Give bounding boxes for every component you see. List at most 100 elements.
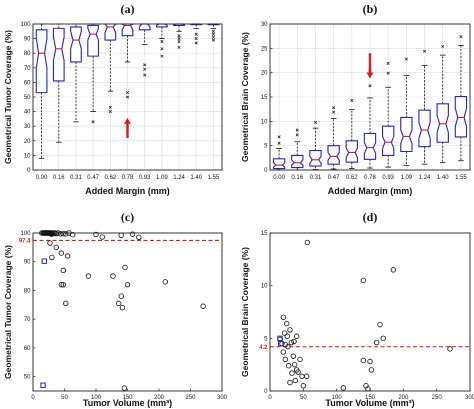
notched-box — [120, 23, 135, 37]
y-tick-label: 10 — [261, 284, 268, 290]
x-tick-label: 1.40 — [437, 175, 449, 181]
scatter-point — [64, 253, 71, 259]
scatter-point — [300, 383, 307, 389]
scatter-point — [283, 320, 290, 327]
scatter-point — [290, 353, 297, 359]
outlier-marker — [125, 91, 130, 95]
scatter-point — [367, 358, 373, 365]
scatter-point — [295, 369, 301, 375]
box-1.55 — [454, 35, 468, 162]
scatter-point — [380, 335, 387, 342]
scatter-point — [115, 300, 122, 307]
x-tick-label: 150 — [122, 395, 133, 401]
outlier-marker — [194, 41, 198, 45]
outlier-marker — [350, 98, 354, 102]
y-tick-label: 0 — [27, 168, 31, 174]
y-tick-label: 90 — [24, 260, 31, 266]
scatter-point — [282, 356, 289, 363]
notched-box — [436, 103, 449, 143]
box-0.62 — [103, 23, 117, 114]
outlier-marker — [332, 110, 336, 114]
notched-box — [400, 116, 413, 153]
outlier-marker — [211, 29, 215, 33]
box-1.24 — [418, 49, 431, 165]
scatter-point — [281, 330, 288, 336]
highlighted-point-square — [40, 382, 46, 388]
y-tick-label: 50 — [24, 375, 31, 381]
plot-frame — [32, 23, 223, 171]
scatter-point — [99, 234, 105, 240]
outlier-marker — [386, 71, 390, 75]
scatter-point — [60, 230, 66, 237]
notched-box — [345, 140, 359, 163]
scatter-point — [85, 273, 92, 279]
outlier-marker — [160, 47, 164, 51]
scatter-point — [289, 370, 295, 376]
x-tick-label: 0.31 — [310, 175, 322, 181]
x-tick-label: 1.24 — [419, 175, 431, 181]
scatter-point — [288, 339, 295, 346]
y-tick-label: 0 — [264, 389, 268, 395]
x-tick-label: 0.62 — [104, 175, 116, 181]
y-tick-label: 5 — [264, 144, 268, 150]
box-0.93 — [381, 61, 395, 168]
highlighted-point-square — [277, 335, 283, 342]
scatter-point — [63, 300, 69, 307]
x-tick-label: 1.09 — [401, 175, 413, 181]
scatter-point — [49, 231, 56, 237]
outlier-marker — [160, 54, 164, 58]
y-tick-label: 20 — [261, 71, 268, 77]
scatter-point — [285, 344, 291, 350]
outlier-marker — [386, 61, 390, 65]
box-0.47 — [327, 106, 340, 170]
outlier-marker — [143, 63, 147, 67]
highlighted-point-square — [41, 258, 48, 264]
y-axis-label: Geometrical Tumor Coverage (%) — [3, 245, 13, 379]
plot-frame — [269, 23, 471, 171]
scatter-point — [47, 240, 53, 246]
y-tick-label: 15 — [261, 231, 268, 237]
scatter-point — [121, 385, 128, 391]
scatter-point — [368, 367, 375, 373]
scatter-point — [292, 377, 299, 384]
y-tick-label: 0 — [264, 168, 268, 174]
scatter-point — [297, 356, 303, 363]
y-tick-label: 80 — [24, 288, 31, 294]
notched-box — [70, 26, 82, 63]
y-tick-label: 50 — [24, 95, 31, 101]
x-tick-label: 0.00 — [273, 175, 285, 181]
outlier-marker — [108, 105, 112, 109]
outlier-marker — [295, 133, 299, 137]
scatter-point — [60, 282, 66, 288]
y-tick-label: 30 — [261, 22, 268, 28]
box-0.47 — [87, 23, 100, 124]
outlier-marker — [277, 141, 281, 145]
notched-box — [381, 125, 395, 156]
notched-box — [87, 24, 100, 57]
x-tick-label: 0.78 — [364, 175, 376, 181]
x-axis-label: Added Margin (mm) — [328, 186, 413, 196]
panel-b-boxplot-brain-coverage-vs-margin: 0 5 10 15 20 25 30 0.00 0.16 0.31 0.47 0.62 0.78 0.93… — [240, 2, 471, 196]
x-axis-label: Added Margin (mm) — [85, 186, 170, 196]
scatter-point — [291, 361, 298, 368]
outlier-marker — [441, 44, 445, 48]
y-axis-label: Geometrical Tumor Coverage (%) — [3, 30, 13, 164]
scatter-point — [200, 303, 206, 309]
box-0.62 — [345, 98, 359, 169]
scatter-point — [280, 349, 287, 355]
notched-box — [327, 145, 340, 165]
scatter-point — [303, 373, 310, 379]
x-tick-label: 0 — [31, 395, 35, 401]
outlier-marker — [313, 120, 318, 124]
panel-title: (d) — [363, 210, 378, 224]
red-arrow-head — [366, 72, 374, 79]
scatter-point — [58, 250, 65, 256]
outlier-marker — [177, 45, 181, 49]
scatter-point — [340, 385, 347, 391]
outlier-marker — [143, 73, 147, 77]
scatter-point — [287, 327, 293, 333]
scatter-point — [118, 232, 124, 238]
box-0.78 — [363, 68, 377, 169]
notched-box — [418, 109, 431, 148]
notched-box — [52, 27, 65, 82]
